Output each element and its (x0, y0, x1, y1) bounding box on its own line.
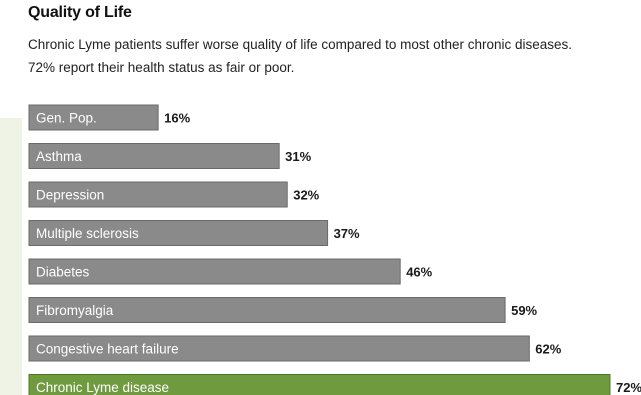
bar-group: Gen. Pop. 16% (28, 104, 191, 131)
left-accent-strip (0, 118, 22, 395)
value-label: 31% (285, 149, 311, 164)
bar-group: Fibromyalgia 59% (28, 297, 538, 323)
bar-group: Diabetes 46% (28, 258, 433, 285)
category-label: Gen. Pop. (36, 111, 97, 126)
bar (28, 181, 288, 208)
bar (28, 335, 530, 362)
bar-group: Chronic Lyme disease 72% (28, 374, 641, 395)
bar-group: Multiple sclerosis 37% (28, 220, 360, 246)
category-label: Fibromyalgia (36, 303, 114, 318)
bar (28, 258, 401, 285)
value-label: 72% (616, 380, 641, 395)
chart-subtitle: Chronic Lyme patients suffer worse quali… (28, 37, 573, 75)
category-label: Depression (36, 188, 104, 203)
bar (28, 104, 159, 131)
category-label: Congestive heart failure (36, 342, 179, 357)
category-label: Chronic Lyme disease (36, 380, 169, 395)
value-label: 46% (406, 265, 432, 280)
bar-group: Congestive heart failure 62% (28, 335, 562, 362)
bar (28, 374, 611, 395)
value-label: 37% (334, 226, 360, 241)
category-label: Diabetes (36, 265, 90, 280)
value-label: 59% (511, 303, 537, 318)
category-label: Asthma (36, 149, 82, 164)
category-label: Multiple sclerosis (36, 226, 139, 241)
value-label: 16% (164, 111, 190, 126)
value-label: 62% (535, 342, 561, 357)
bar (28, 297, 506, 323)
bar-group: Asthma 31% (28, 143, 312, 169)
value-label: 32% (293, 188, 319, 203)
chart-title: Quality of Life (28, 4, 132, 21)
bar (28, 220, 329, 246)
bar (28, 143, 280, 169)
bar-group: Depression 32% (28, 181, 320, 208)
